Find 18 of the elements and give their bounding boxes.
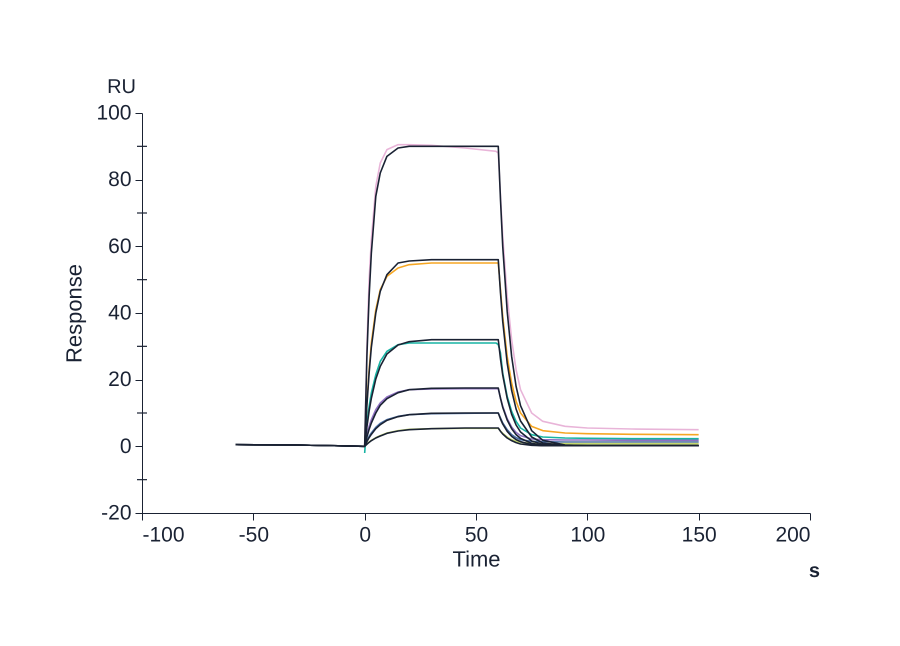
x-tick-label: 200 [775,524,810,546]
y-tick-label: -20 [101,502,132,524]
y-axis-title: Response [61,264,86,364]
y-tick-label: 80 [108,168,132,192]
text: RU [107,76,136,98]
text: s [808,560,820,582]
x-tick-label: 100 [570,524,606,546]
x-tick-label: 0 [359,524,372,546]
y-tick-label: 0 [120,434,132,458]
x-tick-label: -100 [142,524,185,546]
x-tick-label: 150 [682,524,717,546]
x-axis-title: Time [452,546,501,572]
y-tick-label: 20 [108,368,132,392]
y-tick-label: 60 [108,234,132,258]
y-tick-label: 100 [96,102,132,124]
y-tick-label: 40 [108,302,132,324]
x-tick-label: -50 [238,524,270,546]
x-tick-label: 50 [464,524,488,546]
